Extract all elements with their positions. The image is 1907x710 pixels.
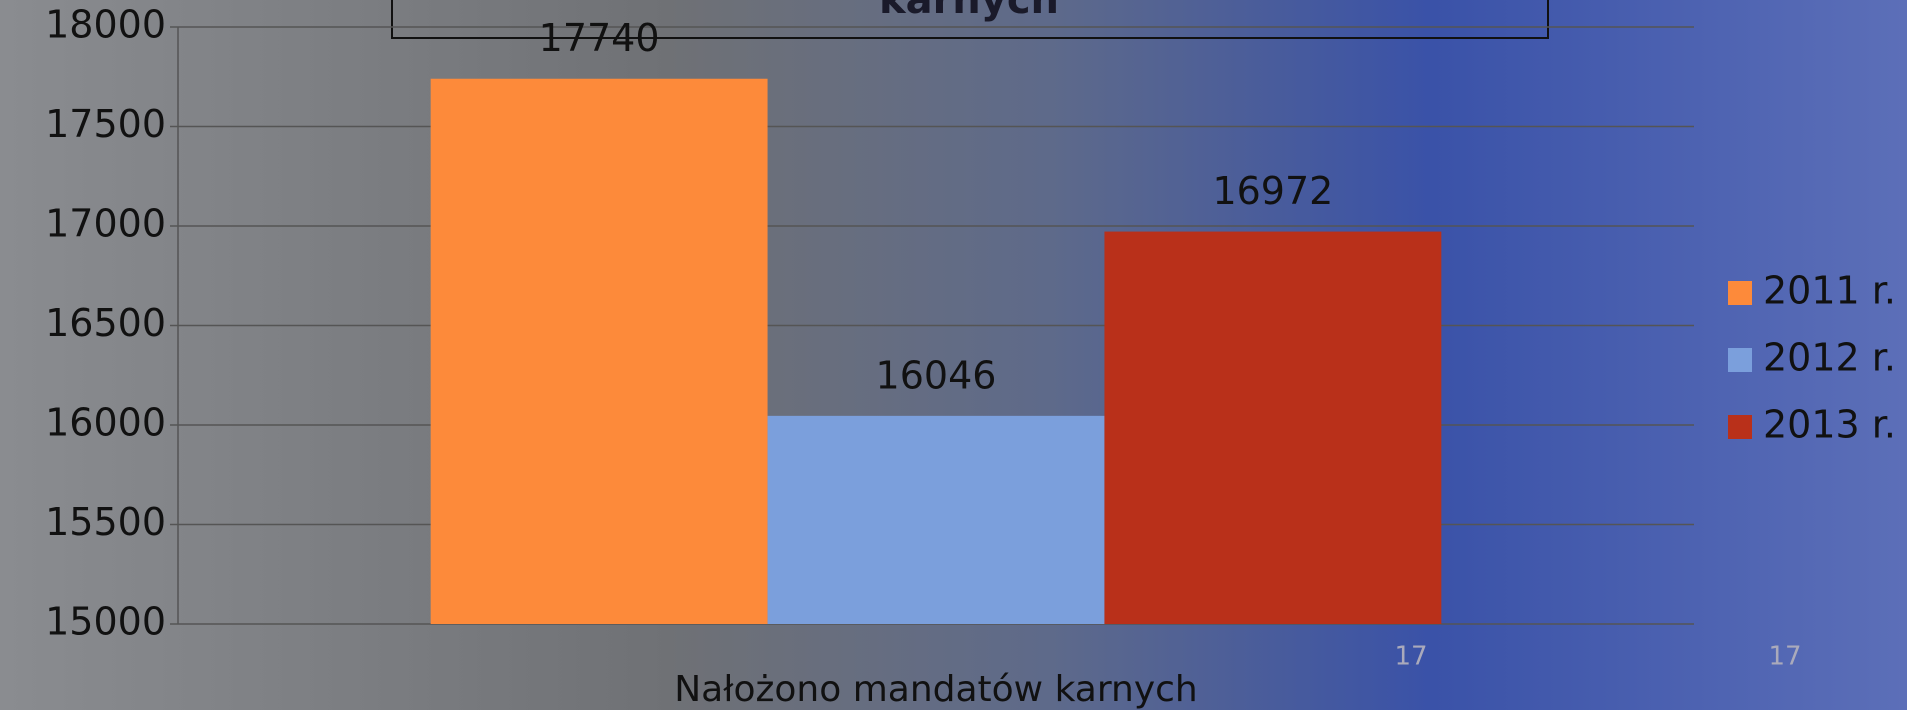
bar (430, 78, 768, 625)
data-label: 16046 (876, 353, 997, 397)
y-tick-label: 17500 (45, 102, 166, 146)
data-label: 17740 (539, 16, 660, 60)
legend-label: 2011 r. (1763, 269, 1896, 313)
data-label: 16972 (1212, 169, 1333, 213)
legend-label: 2012 r. (1763, 336, 1896, 380)
y-tick-label: 15500 (45, 500, 166, 544)
legend-swatch (1728, 415, 1752, 439)
legend-label: 2013 r. (1763, 403, 1896, 447)
slide-number: 17 (1394, 642, 1427, 672)
y-tick-label: 16500 (45, 301, 166, 345)
y-tick-label: 18000 (45, 3, 166, 47)
title-box (391, 0, 1549, 39)
legend-swatch (1728, 348, 1752, 372)
chart-title: karnych (879, 0, 1059, 23)
bar (767, 415, 1105, 624)
x-tick-label: Nałożono mandatów karnych (674, 669, 1198, 710)
slide-number: 17 (1768, 642, 1801, 672)
bar (1104, 231, 1442, 624)
y-tick-label: 17000 (45, 202, 166, 246)
y-tick-label: 15000 (45, 600, 166, 644)
y-tick-label: 16000 (45, 401, 166, 445)
legend-swatch (1728, 281, 1752, 305)
